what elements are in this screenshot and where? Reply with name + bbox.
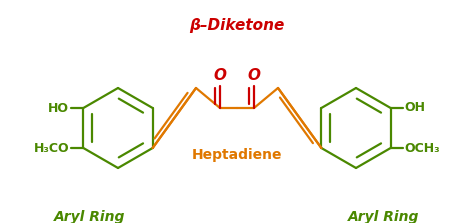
Text: O: O	[247, 68, 261, 83]
Text: HO: HO	[48, 101, 69, 114]
Text: O: O	[213, 68, 227, 83]
Text: OH: OH	[405, 101, 426, 114]
Text: OCH₃: OCH₃	[405, 142, 440, 155]
Text: Aryl Ring: Aryl Ring	[55, 210, 126, 223]
Text: β–Diketone: β–Diketone	[189, 18, 285, 33]
Text: Aryl Ring: Aryl Ring	[348, 210, 419, 223]
Text: H₃CO: H₃CO	[34, 142, 69, 155]
Text: Heptadiene: Heptadiene	[192, 148, 282, 162]
